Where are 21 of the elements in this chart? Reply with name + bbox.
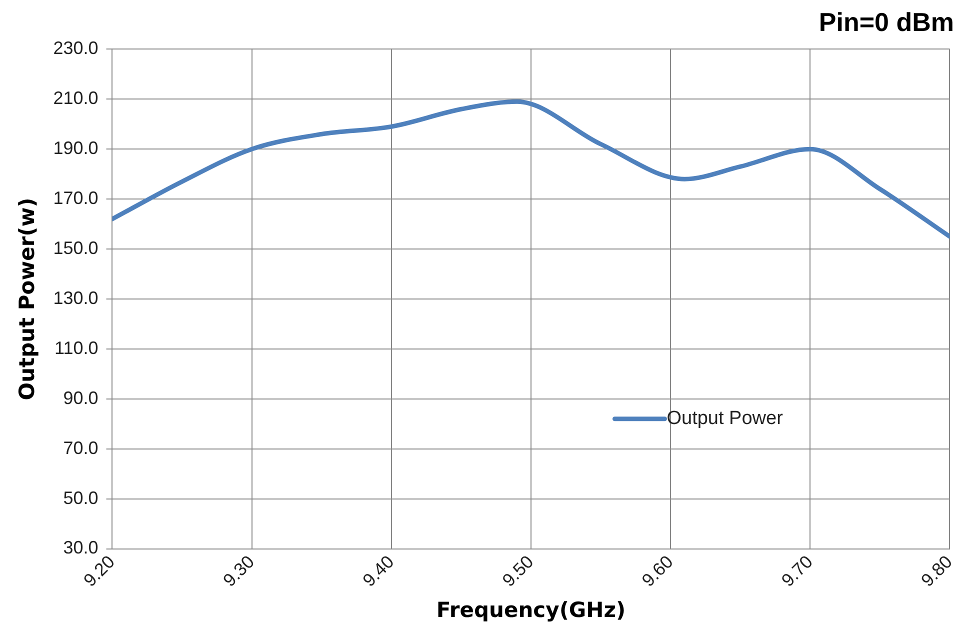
y-tick-label: 190.0 <box>53 138 98 158</box>
x-tick-label: 9.80 <box>917 552 956 591</box>
y-tick-label: 90.0 <box>63 388 98 408</box>
x-tick-label: 9.30 <box>219 552 258 591</box>
y-tick-label: 50.0 <box>63 488 98 508</box>
y-tick-label: 130.0 <box>53 288 98 308</box>
y-tick-label: 70.0 <box>63 438 98 458</box>
legend-label: Output Power <box>666 408 784 430</box>
x-axis-title: Frequency(GHz) <box>436 598 626 622</box>
y-tick-label: 230.0 <box>53 38 98 58</box>
x-tick-label: 9.60 <box>638 552 677 591</box>
y-axis-title: Output Power(w) <box>15 198 40 400</box>
y-tick-label: 150.0 <box>53 238 98 258</box>
chart-title: Pin=0 dBm <box>818 6 954 37</box>
x-tick-label: 9.40 <box>358 552 398 591</box>
y-tick-label: 170.0 <box>53 188 98 208</box>
x-tick-label: 9.50 <box>498 552 538 591</box>
x-tick-label: 9.70 <box>778 552 816 591</box>
y-tick-label: 30.0 <box>63 538 98 558</box>
y-tick-label: 210.0 <box>53 88 98 108</box>
y-tick-label: 110.0 <box>54 338 98 358</box>
